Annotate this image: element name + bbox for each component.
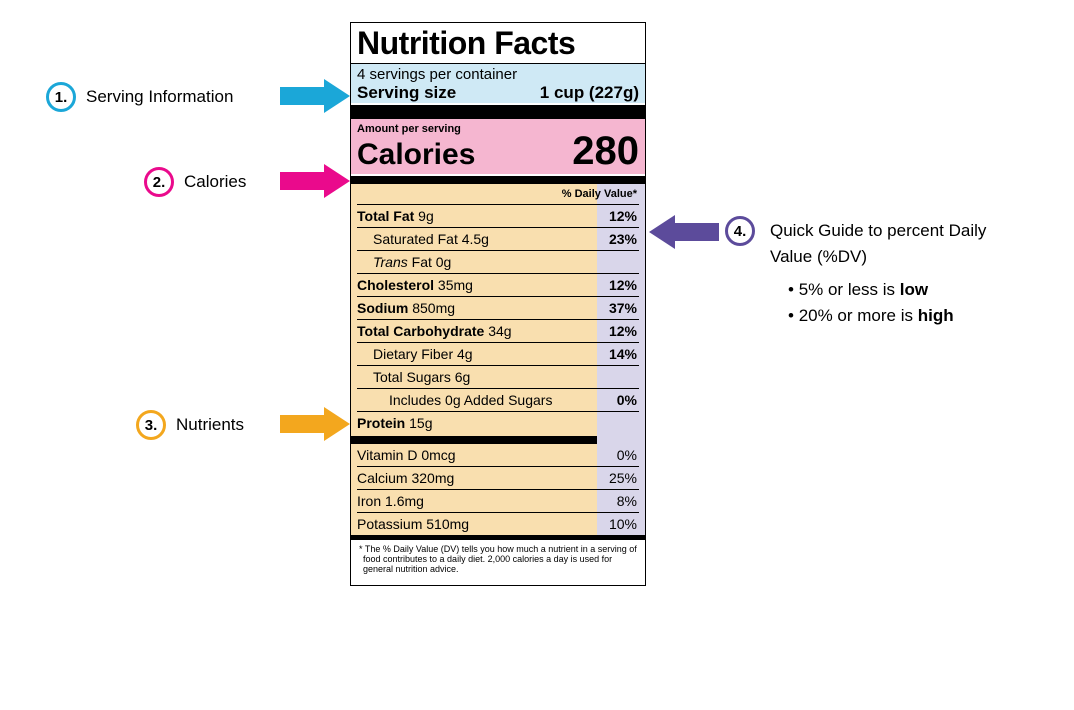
callout-calories-circle: 2. [144,167,174,197]
callout-dv-num: 4. [734,223,747,240]
dv-guide-list: 5% or less is low 20% or more is high [770,277,1030,330]
serving-size-value: 1 cup (227g) [540,83,639,103]
nutrient-name: Total Fat 9g [357,208,440,224]
callout-calories-label: Calories [184,172,246,192]
callout-nutrients-circle: 3. [136,410,166,440]
arrow-serving [280,79,350,118]
nutrient-name: Saturated Fat 4.5g [357,231,495,247]
diagram-canvas: 1. Serving Information 2. Calories 3. Nu… [0,0,1074,710]
nutrient-name: Cholesterol 35mg [357,277,479,293]
nutrient-row: Total Sugars 6g [357,366,639,389]
nutrient-row: Cholesterol 35mg 12% [357,274,639,297]
callout-serving-num: 1. [55,89,68,106]
rule-thick-1 [351,105,645,119]
nutrient-name: Includes 0g Added Sugars [357,392,558,408]
nutrient-row: Total Carbohydrate 34g 12% [357,320,639,343]
dv-guide-item: 5% or less is low [788,277,1030,303]
callout-dv: 4. [725,216,755,246]
callout-nutrients-num: 3. [145,417,158,434]
rule-med-1 [351,176,645,184]
callout-calories: 2. Calories [144,167,246,197]
nutrient-dv [591,254,639,270]
vitamin-row: Iron 1.6mg 8% [357,490,639,513]
serving-block: 4 servings per container Serving size 1 … [351,63,645,103]
vitamin-row: Calcium 320mg 25% [357,467,639,490]
serving-size-label: Serving size [357,83,456,103]
nutrient-dv: 23% [591,231,639,247]
label-title: Nutrition Facts [357,27,639,61]
nutrient-dv: 12% [591,277,639,293]
vitamin-name: Vitamin D 0mcg [357,447,462,463]
vitamin-row: Potassium 510mg 10% [357,513,639,535]
serving-size-row: Serving size 1 cup (227g) [357,83,639,103]
vitamin-dv: 0% [591,447,639,463]
calories-value: 280 [572,133,639,169]
nutrient-dv: 37% [591,300,639,316]
nutrient-row: Sodium 850mg 37% [357,297,639,320]
nutrient-dv: 14% [591,346,639,362]
nutrient-row: Total Fat 9g 12% [357,205,639,228]
callout-serving: 1. Serving Information [46,82,233,112]
nutrient-name: Protein 15g [357,415,438,431]
nutrient-dv: 12% [591,323,639,339]
callout-nutrients-label: Nutrients [176,415,244,435]
nutrient-row: Includes 0g Added Sugars 0% [357,389,639,412]
nutrient-name: Total Sugars 6g [357,369,476,385]
vitamin-dv: 10% [591,516,639,532]
nutrient-row: Protein 15g [357,412,639,434]
nutrient-name: Total Carbohydrate 34g [357,323,518,339]
nutrient-name: Dietary Fiber 4g [357,346,479,362]
callout-calories-num: 2. [153,174,166,191]
callout-nutrients: 3. Nutrients [136,410,244,440]
vitamin-row: Vitamin D 0mcg 0% [357,444,639,467]
arrow-calories [280,164,350,203]
nutrient-dv [591,369,639,385]
nutrient-dv [591,415,639,431]
dv-guide-item: 20% or more is high [788,303,1030,329]
nutrient-dv: 12% [591,208,639,224]
calories-label: Calories [357,138,475,172]
nutrient-name: Sodium 850mg [357,300,461,316]
footnote: * The % Daily Value (DV) tells you how m… [357,540,639,575]
dv-header: % Daily Value* [357,184,639,205]
callout-serving-label: Serving Information [86,87,233,107]
vitamin-name: Iron 1.6mg [357,493,430,509]
vitamin-dv: 8% [591,493,639,509]
dv-guide: Quick Guide to percent Daily Value (%DV)… [770,218,1030,329]
arrow-nutrients [280,407,350,446]
nutrient-row: Trans Fat 0g [357,251,639,274]
vitamin-dv: 25% [591,470,639,486]
calories-block: Amount per serving Calories 280 [351,119,645,174]
callout-serving-circle: 1. [46,82,76,112]
nutrient-name: Trans Fat 0g [357,254,457,270]
callout-dv-circle: 4. [725,216,755,246]
vitamin-name: Potassium 510mg [357,516,475,532]
nutrient-row: Dietary Fiber 4g 14% [357,343,639,366]
nutrient-dv: 0% [591,392,639,408]
dv-guide-title: Quick Guide to percent Daily Value (%DV) [770,218,1030,271]
nutrition-label: Nutrition Facts 4 servings per container… [350,22,646,586]
nutrients-block: % Daily Value* Total Fat 9g 12% Saturated … [351,184,645,535]
servings-per-container: 4 servings per container [357,66,639,83]
arrow-dv [649,215,719,254]
vitamin-name: Calcium 320mg [357,470,460,486]
nutrient-row: Saturated Fat 4.5g 23% [357,228,639,251]
